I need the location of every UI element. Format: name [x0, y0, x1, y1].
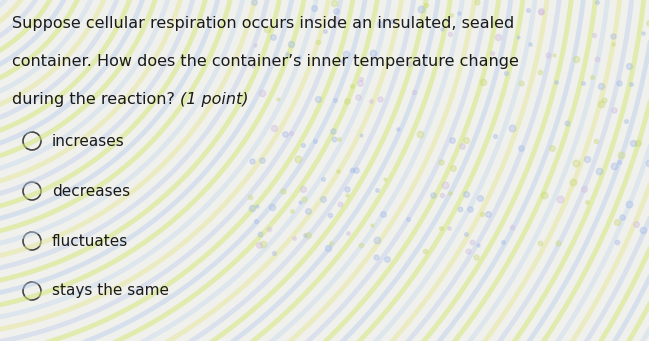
Text: during the reaction?: during the reaction?	[12, 92, 185, 107]
Text: (1 point): (1 point)	[180, 92, 249, 107]
Text: Suppose cellular respiration occurs inside an insulated, sealed: Suppose cellular respiration occurs insi…	[12, 16, 514, 31]
Text: container. How does the container’s inner temperature change: container. How does the container’s inne…	[12, 54, 519, 69]
Text: increases: increases	[52, 133, 125, 148]
Text: stays the same: stays the same	[52, 283, 169, 298]
Text: fluctuates: fluctuates	[52, 234, 129, 249]
Text: decreases: decreases	[52, 183, 130, 198]
